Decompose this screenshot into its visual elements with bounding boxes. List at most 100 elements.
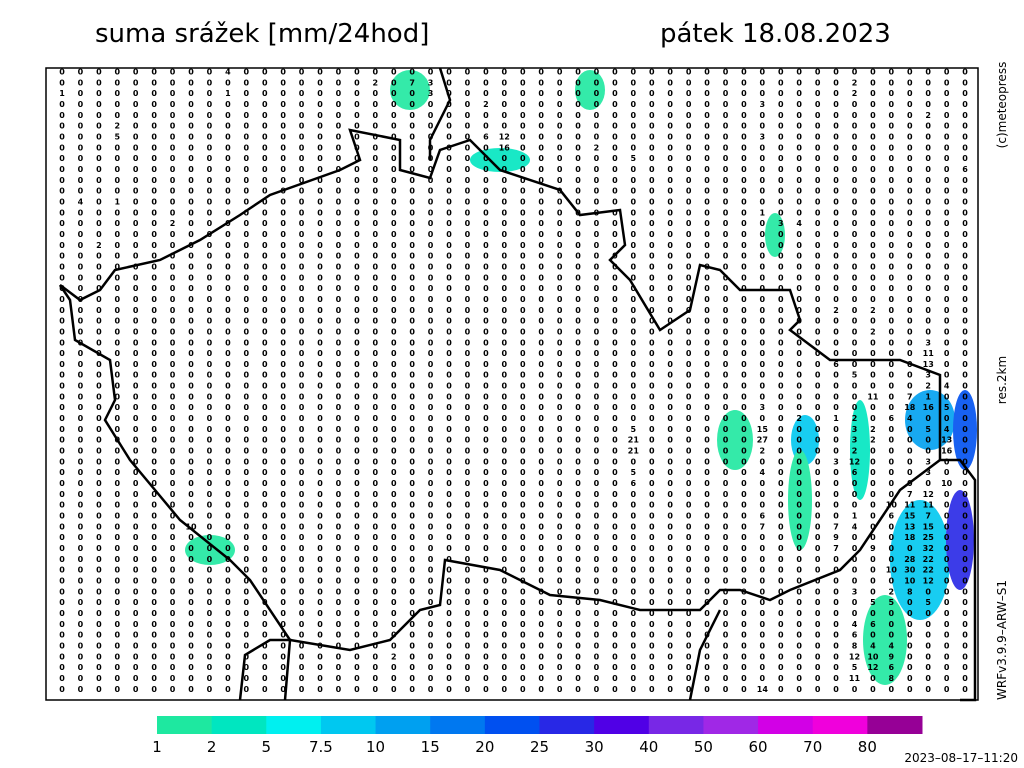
grid-value: 0 [649, 273, 655, 282]
grid-value: 0 [59, 392, 65, 401]
grid-value: 0 [225, 685, 231, 694]
grid-value: 0 [373, 132, 379, 141]
grid-value: 0 [115, 620, 121, 629]
grid-value: 0 [686, 317, 692, 326]
grid-value: 0 [538, 143, 544, 152]
grid-value: 0 [649, 262, 655, 271]
grid-value: 0 [649, 631, 655, 640]
grid-value: 0 [428, 349, 434, 358]
grid-value: 0 [649, 479, 655, 488]
grid-value: 0 [870, 566, 876, 575]
grid-value: 0 [649, 187, 655, 196]
grid-value: 0 [244, 512, 250, 521]
grid-value: 0 [649, 587, 655, 596]
grid-value: 0 [409, 609, 415, 618]
grid-value: 9 [833, 533, 839, 542]
grid-value: 3 [925, 457, 931, 466]
grid-value: 0 [483, 176, 489, 185]
grid-value: 0 [244, 262, 250, 271]
grid-value: 12 [499, 132, 510, 141]
grid-value: 10 [185, 522, 197, 531]
grid-value: 0 [280, 447, 286, 456]
grid-value: 0 [262, 187, 268, 196]
grid-value: 0 [538, 490, 544, 499]
grid-value: 0 [631, 555, 637, 564]
grid-value: 0 [354, 306, 360, 315]
grid-value: 0 [244, 165, 250, 174]
grid-value: 0 [557, 111, 563, 120]
grid-value: 0 [170, 652, 176, 661]
grid-value: 0 [317, 252, 323, 261]
grid-value: 0 [317, 447, 323, 456]
grid-value: 0 [815, 641, 821, 650]
grid-value: 0 [944, 306, 950, 315]
grid-value: 0 [391, 436, 397, 445]
grid-value: 0 [538, 197, 544, 206]
grid-value: 0 [944, 132, 950, 141]
grid-value: 0 [262, 663, 268, 672]
grid-value: 0 [354, 501, 360, 510]
grid-value: 0 [409, 219, 415, 228]
grid-value: 0 [649, 447, 655, 456]
grid-value: 0 [612, 284, 618, 293]
grid-value: 0 [225, 143, 231, 152]
grid-value: 0 [575, 382, 581, 391]
grid-value: 0 [336, 447, 342, 456]
grid-value: 0 [667, 154, 673, 163]
grid-value: 0 [557, 685, 563, 694]
grid-value: 0 [409, 241, 415, 250]
grid-value: 0 [778, 620, 784, 629]
grid-value: 0 [741, 295, 747, 304]
grid-value: 0 [188, 284, 194, 293]
grid-value: 0 [225, 187, 231, 196]
grid-value: 0 [409, 403, 415, 412]
grid-value: 0 [115, 371, 121, 380]
grid-value: 0 [78, 609, 84, 618]
grid-value: 0 [852, 132, 858, 141]
grid-value: 0 [115, 577, 121, 586]
grid-value: 0 [280, 555, 286, 564]
grid-value: 0 [133, 176, 139, 185]
grid-value: 0 [520, 284, 526, 293]
grid-value: 0 [391, 457, 397, 466]
grid-value: 0 [833, 447, 839, 456]
grid-value: 0 [170, 447, 176, 456]
grid-value: 0 [889, 349, 895, 358]
grid-value: 0 [280, 631, 286, 640]
grid-value: 0 [354, 371, 360, 380]
grid-value: 0 [446, 577, 452, 586]
grid-value: 0 [704, 78, 710, 87]
grid-value: 0 [557, 349, 563, 358]
grid-value: 0 [925, 631, 931, 640]
grid-value: 0 [299, 620, 305, 629]
grid-value: 0 [244, 111, 250, 120]
grid-value: 0 [225, 165, 231, 174]
grid-value: 0 [520, 641, 526, 650]
grid-value: 0 [612, 208, 618, 217]
grid-value: 0 [962, 143, 968, 152]
grid-value: 0 [741, 490, 747, 499]
grid-value: 0 [207, 620, 213, 629]
grid-value: 0 [465, 501, 471, 510]
grid-value: 0 [944, 122, 950, 131]
grid-value: 0 [115, 598, 121, 607]
grid-value: 0 [944, 598, 950, 607]
grid-value: 4 [852, 522, 858, 531]
grid-value: 0 [502, 262, 508, 271]
grid-value: 0 [336, 663, 342, 672]
grid-value: 0 [483, 479, 489, 488]
grid-value: 0 [741, 609, 747, 618]
grid-value: 0 [944, 457, 950, 466]
grid-value: 0 [78, 598, 84, 607]
grid-value: 0 [631, 609, 637, 618]
grid-value: 0 [889, 89, 895, 98]
grid-value: 0 [575, 165, 581, 174]
grid-value: 0 [723, 143, 729, 152]
grid-value: 0 [649, 252, 655, 261]
grid-value: 0 [538, 295, 544, 304]
grid-value: 0 [704, 436, 710, 445]
grid-value: 0 [391, 577, 397, 586]
grid-value: 0 [962, 468, 968, 477]
grid-value: 0 [612, 100, 618, 109]
grid-value: 0 [446, 609, 452, 618]
